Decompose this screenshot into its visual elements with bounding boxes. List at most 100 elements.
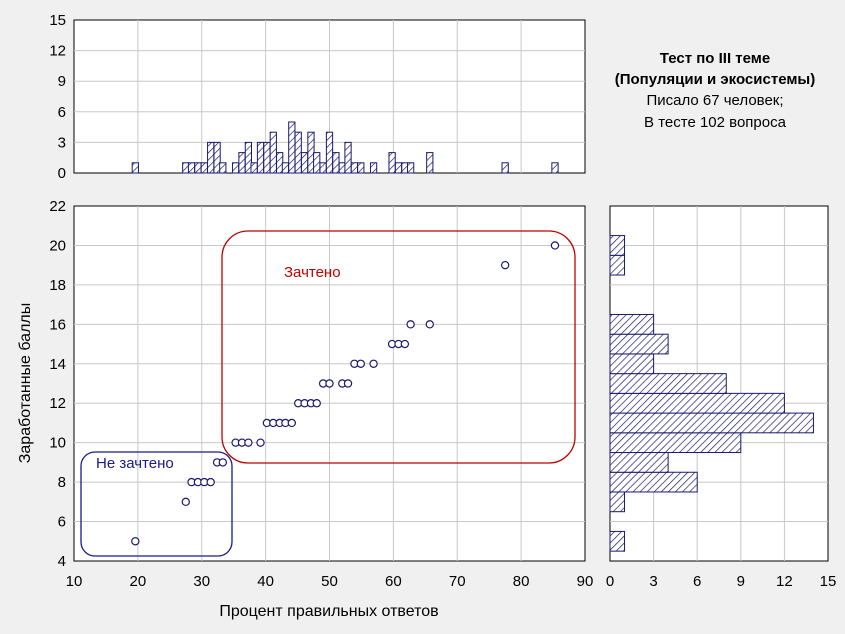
top-hist-bar [426, 152, 434, 174]
top-hist-y-tick-label: 0 [58, 165, 66, 182]
y-tick-label: 18 [49, 277, 66, 294]
top-hist-y-tick-label: 9 [58, 73, 66, 90]
scatter-points [131, 241, 560, 546]
right-hist-x-tick-label: 6 [693, 573, 701, 590]
top-hist-bar [350, 162, 359, 174]
top-hist-bar [269, 131, 277, 174]
title-line-2: (Популяции и экосистемы) [615, 71, 816, 88]
title-line-3: Писало 67 человек; [646, 92, 783, 109]
right-hist-bar [609, 353, 655, 375]
top-hist-y-tick-label: 12 [49, 43, 66, 60]
data-point [343, 379, 353, 388]
data-point [287, 418, 297, 428]
top-hist-y-tick-label: 3 [58, 134, 66, 151]
top-hist-bar [281, 162, 290, 174]
data-point [400, 339, 410, 349]
top-hist-bar [394, 162, 403, 174]
top-hist-bar [131, 162, 139, 174]
data-point [369, 359, 378, 368]
top-hist-bar [263, 141, 271, 174]
top-hist-y-tick-label: 15 [49, 12, 66, 29]
data-point [218, 458, 228, 467]
top-hist-bar [256, 141, 265, 174]
right-histogram [609, 235, 814, 552]
top-hist-bar [501, 162, 509, 174]
x-tick-label: 30 [193, 573, 210, 590]
x-tick-label: 70 [449, 573, 466, 590]
top-hist-bar [200, 162, 208, 174]
x-tick-label: 60 [385, 573, 402, 590]
top-hist-bar [357, 162, 365, 174]
title-line-1: Тест по III теме [660, 50, 770, 67]
top-hist-bar [313, 152, 321, 174]
y-tick-label: 22 [49, 198, 66, 215]
y-tick-label: 20 [49, 237, 66, 254]
top-hist-bar [332, 152, 340, 174]
y-tick-label: 4 [58, 553, 66, 570]
grid [74, 20, 828, 561]
data-point [312, 399, 321, 408]
top-hist-bar [244, 141, 253, 174]
fail-label: Не зачтено [96, 455, 174, 472]
tick-labels: 10 20 30 40 50 60 70 80 904681012141618202203691… [49, 12, 836, 590]
y-tick-label: 16 [49, 316, 66, 333]
top-hist-bar [187, 162, 196, 174]
data-point [500, 260, 510, 270]
data-point [181, 497, 190, 507]
x-tick-label: 10 [66, 573, 83, 590]
right-hist-x-tick-label: 9 [737, 573, 745, 590]
x-tick-label: 50 [321, 573, 338, 590]
top-hist-y-tick-label: 6 [58, 104, 66, 121]
x-tick-label: 20 [130, 573, 147, 590]
data-point [244, 438, 253, 447]
top-hist-bar [325, 131, 334, 174]
top-hist-bar [344, 141, 352, 174]
title-line-4: В тесте 102 вопроса [644, 114, 787, 131]
right-hist-bar [609, 333, 669, 355]
right-hist-bar [609, 471, 698, 493]
right-hist-bar [609, 313, 655, 335]
y-tick-label: 8 [58, 474, 66, 491]
right-hist-x-tick-label: 0 [606, 573, 614, 590]
data-point [550, 241, 560, 250]
right-hist-bar [609, 373, 727, 394]
data-point [325, 379, 334, 388]
top-hist-bar [288, 121, 296, 174]
top-hist-bar [300, 152, 309, 174]
right-hist-x-tick-label: 3 [649, 573, 657, 590]
top-hist-bar [294, 131, 302, 174]
fail-region-box [80, 451, 233, 557]
right-hist-bar [609, 412, 814, 434]
top-hist-bar [219, 162, 227, 174]
right-hist-x-tick-label: 15 [820, 573, 837, 590]
right-hist-bar [609, 432, 742, 454]
top-hist-bar [194, 162, 202, 174]
right-hist-bar [609, 530, 626, 552]
top-hist-bar [213, 141, 221, 174]
data-point [425, 320, 434, 329]
top-hist-bar [551, 162, 559, 174]
data-point [131, 537, 140, 546]
x-axis-label: Процент правильных ответов [219, 603, 438, 620]
data-point [356, 359, 365, 368]
right-hist-bar [609, 491, 626, 513]
y-tick-label: 12 [49, 395, 66, 412]
top-hist-bar [238, 152, 246, 174]
data-point [256, 438, 265, 447]
top-histogram [131, 121, 559, 174]
x-tick-label: 90 [577, 573, 594, 590]
right-hist-bar [609, 392, 785, 414]
right-hist-bar [609, 235, 626, 256]
y-tick-label: 6 [58, 514, 66, 531]
y-tick-label: 10 [49, 435, 66, 452]
data-point [206, 477, 215, 487]
top-hist-bar [319, 162, 327, 174]
pass-region-box [221, 230, 576, 464]
top-hist-bar [231, 162, 240, 174]
top-hist-bar [207, 141, 215, 174]
top-hist-bar [250, 162, 258, 174]
right-hist-bar [609, 452, 669, 473]
right-hist-bar [609, 254, 626, 276]
pass-label: Зачтено [284, 264, 341, 281]
